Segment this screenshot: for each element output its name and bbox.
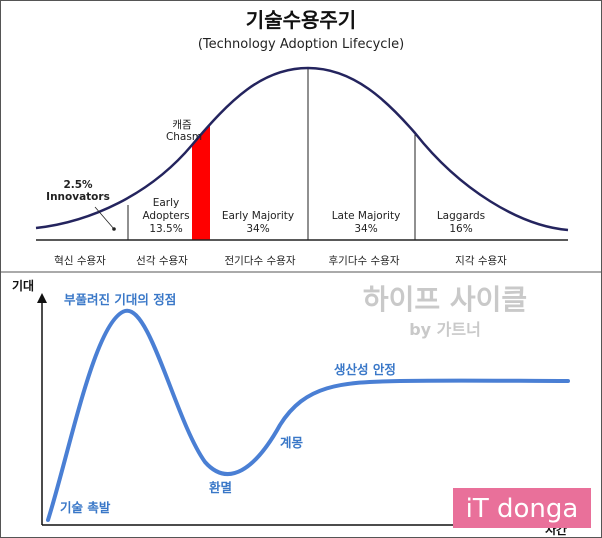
early-majority-pct: 34% [246, 223, 269, 235]
watermark-logo-box [453, 488, 591, 528]
late-majority-pct: 34% [354, 223, 377, 235]
chasm-label-en: Chasm [166, 131, 202, 143]
adoption-panel: 기술수용주기 (Technology Adoption Lifecycle) 캐… [35, 8, 569, 267]
innovators-pointer [94, 206, 115, 230]
bottom-label-late-majority: 후기다수 수용자 [329, 255, 400, 267]
hype-curve [46, 308, 570, 522]
phase-trough: 환멸 [209, 480, 232, 495]
innovators-pct: 2.5% [63, 179, 93, 191]
y-axis-label: 기대 [12, 278, 34, 293]
early-adopters-pct: 13.5% [149, 223, 182, 235]
phase-slope: 계몽 [280, 435, 304, 450]
chasm-label-ko: 캐즘 [172, 119, 192, 131]
chasm-band [192, 124, 210, 240]
laggards-label: Laggards [437, 210, 485, 222]
early-majority-label: Early Majority [222, 210, 294, 222]
phase-peak: 부풀려진 기대의 정점 [64, 292, 176, 307]
watermark-logo-text: iT donga [466, 494, 579, 524]
phase-plateau: 생산성 안정 [334, 362, 396, 377]
laggards-pct: 16% [449, 223, 472, 235]
adoption-subtitle: (Technology Adoption Lifecycle) [198, 37, 404, 52]
bottom-label-innovators: 혁신 수용자 [54, 255, 106, 267]
hype-panel: 기대 시간 하이프 사이클 by 가트너 기술 촉발 부풀려진 기대의 정점 환… [12, 278, 591, 537]
late-majority-label: Late Majority [332, 210, 401, 222]
bottom-label-early-majority: 전기다수 수용자 [225, 255, 296, 267]
bell-curve [35, 66, 569, 232]
bottom-label-laggards: 지각 수용자 [455, 255, 507, 267]
hype-title: 하이프 사이클 [363, 283, 527, 316]
innovators-label: Innovators [46, 191, 110, 203]
bottom-label-early-adopters: 선각 수용자 [136, 255, 188, 267]
adoption-title: 기술수용주기 [246, 8, 356, 32]
y-axis-arrow [37, 293, 47, 303]
early-adopters-line1: Early [153, 197, 180, 209]
early-adopters-line2: Adopters [142, 210, 189, 222]
phase-technology-trigger: 기술 촉발 [60, 500, 111, 515]
hype-byline: by 가트너 [409, 320, 481, 339]
innovators-dot [112, 227, 116, 231]
